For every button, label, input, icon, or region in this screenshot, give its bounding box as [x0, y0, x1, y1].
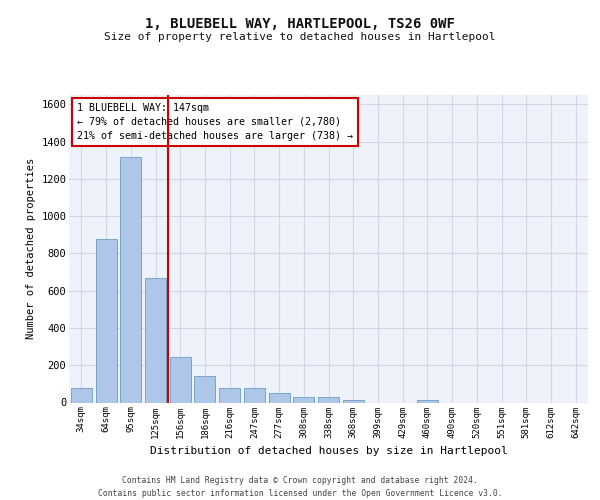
Bar — [269, 393, 290, 402]
Text: 1 BLUEBELL WAY: 147sqm
← 79% of detached houses are smaller (2,780)
21% of semi-: 1 BLUEBELL WAY: 147sqm ← 79% of detached… — [77, 102, 353, 141]
Bar — [194, 376, 215, 402]
Bar — [417, 400, 438, 402]
Bar — [244, 388, 265, 402]
Text: Contains HM Land Registry data © Crown copyright and database right 2024.
Contai: Contains HM Land Registry data © Crown c… — [98, 476, 502, 498]
Y-axis label: Number of detached properties: Number of detached properties — [26, 158, 35, 340]
Text: Size of property relative to detached houses in Hartlepool: Size of property relative to detached ho… — [104, 32, 496, 42]
Text: 1, BLUEBELL WAY, HARTLEPOOL, TS26 0WF: 1, BLUEBELL WAY, HARTLEPOOL, TS26 0WF — [145, 18, 455, 32]
Bar — [71, 388, 92, 402]
Bar — [318, 398, 339, 402]
Bar — [120, 156, 141, 402]
Bar — [343, 400, 364, 402]
Bar — [170, 357, 191, 403]
Bar — [219, 388, 240, 402]
Bar — [145, 278, 166, 402]
Bar — [95, 238, 116, 402]
Bar — [293, 398, 314, 402]
X-axis label: Distribution of detached houses by size in Hartlepool: Distribution of detached houses by size … — [149, 446, 508, 456]
